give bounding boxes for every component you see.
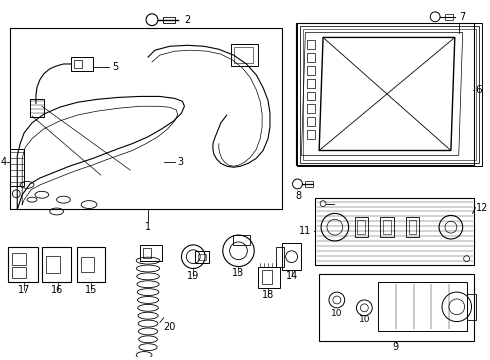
- Text: 2: 2: [184, 15, 191, 25]
- Text: 3: 3: [177, 157, 184, 167]
- Bar: [358, 220, 366, 234]
- Text: 18: 18: [262, 290, 274, 300]
- Bar: [355, 217, 368, 237]
- Text: 6: 6: [475, 85, 482, 95]
- Bar: [307, 66, 315, 75]
- Bar: [307, 79, 315, 87]
- Bar: [143, 248, 151, 258]
- Bar: [74, 60, 82, 68]
- Text: 11: 11: [299, 226, 311, 236]
- Text: 20: 20: [163, 323, 175, 333]
- Bar: [303, 28, 476, 160]
- Bar: [307, 130, 315, 139]
- Text: 10: 10: [331, 309, 343, 318]
- Bar: [378, 282, 466, 332]
- Text: 7: 7: [459, 12, 465, 22]
- Bar: [383, 220, 391, 234]
- Bar: [466, 294, 476, 320]
- Bar: [380, 217, 394, 237]
- Text: 12: 12: [476, 203, 489, 212]
- Bar: [307, 117, 315, 126]
- Bar: [12, 253, 26, 265]
- Bar: [195, 251, 209, 262]
- Bar: [319, 274, 474, 341]
- Bar: [81, 257, 94, 273]
- Bar: [445, 14, 453, 20]
- Bar: [77, 247, 105, 282]
- Bar: [72, 57, 93, 71]
- Bar: [300, 26, 479, 163]
- Bar: [307, 53, 315, 62]
- Text: 15: 15: [85, 285, 97, 295]
- Bar: [8, 247, 38, 282]
- Text: 17: 17: [18, 285, 30, 295]
- Bar: [315, 198, 474, 265]
- Bar: [409, 220, 416, 234]
- Text: 14: 14: [286, 271, 298, 282]
- Bar: [295, 23, 474, 165]
- Text: 9: 9: [393, 342, 399, 352]
- Bar: [258, 266, 280, 288]
- Bar: [262, 270, 272, 284]
- Bar: [163, 17, 174, 23]
- Text: 19: 19: [187, 271, 199, 282]
- Text: 4: 4: [0, 157, 6, 167]
- Bar: [282, 243, 301, 270]
- Bar: [10, 28, 282, 210]
- Text: 16: 16: [51, 285, 64, 295]
- Bar: [234, 47, 253, 63]
- Bar: [140, 245, 162, 261]
- Bar: [406, 217, 419, 237]
- Text: 13: 13: [232, 269, 245, 278]
- Text: 1: 1: [145, 222, 151, 232]
- Bar: [297, 23, 482, 166]
- Bar: [12, 266, 26, 278]
- Bar: [305, 181, 313, 187]
- Bar: [42, 247, 72, 282]
- Text: 8: 8: [295, 191, 301, 201]
- Bar: [231, 44, 258, 66]
- Bar: [307, 104, 315, 113]
- Bar: [198, 254, 206, 260]
- Bar: [30, 99, 44, 117]
- Bar: [307, 40, 315, 49]
- Bar: [10, 149, 24, 186]
- Bar: [276, 247, 284, 266]
- Bar: [307, 91, 315, 100]
- Bar: [233, 235, 250, 245]
- Text: 10: 10: [359, 315, 370, 324]
- Bar: [46, 256, 60, 273]
- Text: 5: 5: [113, 62, 119, 72]
